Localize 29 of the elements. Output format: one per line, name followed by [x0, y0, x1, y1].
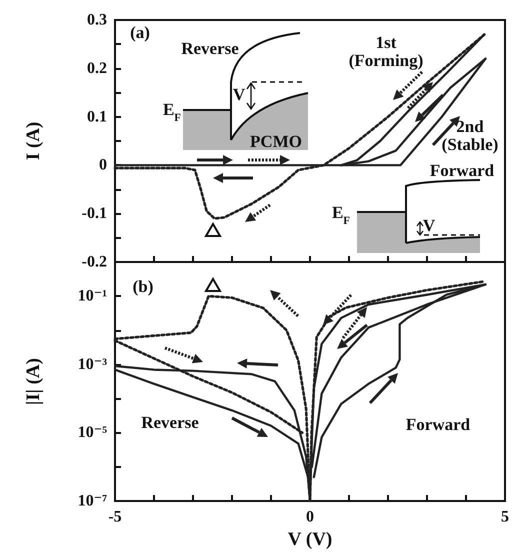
- y-axis-title: |I| (A): [23, 358, 44, 405]
- annotation: V: [232, 85, 246, 104]
- annotation: 1st (Forming): [348, 33, 424, 70]
- y-tick-label: 10⁻¹: [78, 288, 108, 305]
- annotation: Forward: [430, 161, 495, 180]
- y-tick-label: -0.2: [82, 254, 107, 270]
- y-tick-label: 10⁻⁷: [78, 492, 108, 510]
- y-tick-label: -0.1: [82, 205, 107, 222]
- annotation: 2nd (Stable): [442, 117, 498, 154]
- annotation: E$_{F}$: [162, 100, 182, 124]
- annotation: Reverse: [181, 39, 240, 58]
- y-tick-label: 0.3: [87, 12, 107, 28]
- y-tick-label: 0.2: [87, 60, 107, 77]
- y-tick-label: 0: [99, 156, 107, 174]
- x-tick-label: 5: [501, 508, 509, 526]
- annotation: V: [422, 216, 436, 235]
- x-axis-title: V (V): [288, 528, 332, 550]
- annotation: Forward: [406, 415, 471, 434]
- y-tick-label: 10⁻⁵: [78, 424, 108, 442]
- annotation: (b): [132, 277, 154, 296]
- x-tick-label: -5: [108, 508, 122, 526]
- y-tick-label: 0.1: [87, 108, 107, 126]
- annotation: E$_{F}$: [332, 203, 350, 227]
- annotation: PCMO: [250, 132, 302, 151]
- y-tick-label: 10⁻³: [78, 356, 108, 373]
- annotation: Reverse: [141, 413, 200, 432]
- y-axis-title: I (A): [23, 122, 44, 160]
- x-tick-label: 0: [306, 508, 314, 526]
- annotation: (a): [130, 23, 150, 42]
